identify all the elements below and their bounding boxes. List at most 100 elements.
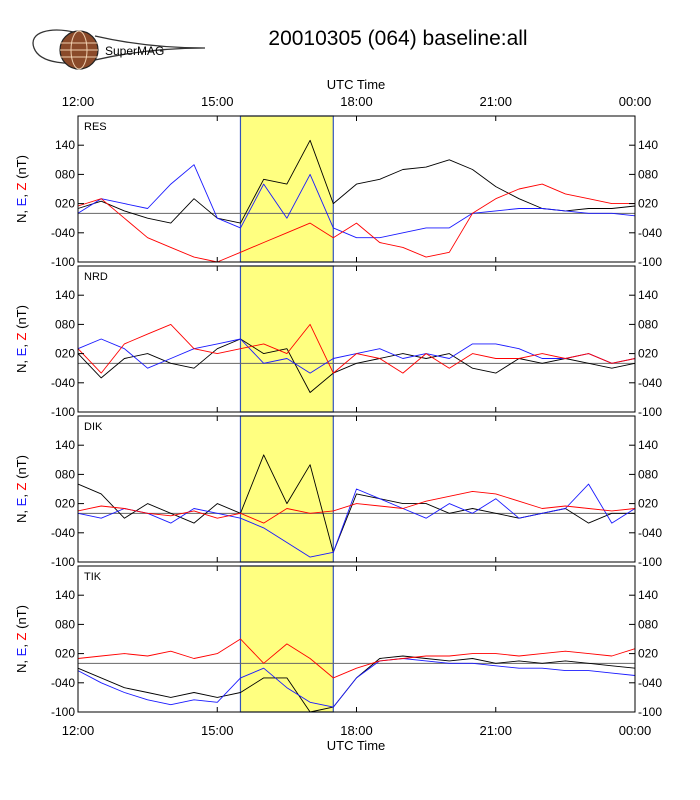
y-tick-label-right: 020	[638, 497, 658, 511]
series-line-n	[77, 338, 636, 393]
y-tick-label-left: -040	[51, 376, 75, 390]
y-axis-label-part: Z	[14, 632, 29, 640]
panel-frame	[77, 565, 636, 713]
y-axis-label-part: E	[14, 197, 29, 206]
x-tick-label-bottom: 00:00	[619, 723, 652, 738]
y-tick-label-left: 080	[55, 617, 75, 631]
y-tick-label-left: 080	[55, 467, 75, 481]
series-line-n	[77, 139, 636, 224]
y-tick-label-right: 140	[638, 438, 658, 452]
x-tick-label-top: 12:00	[62, 94, 95, 109]
x-axis-label-top: UTC Time	[327, 77, 386, 92]
y-tick-label-right: -040	[638, 226, 662, 240]
x-tick-label-top: 15:00	[201, 94, 234, 109]
highlight-band	[239, 115, 334, 263]
y-axis-label-part: ,	[14, 506, 29, 513]
y-axis-label: N, E, Z (nT)	[14, 155, 29, 223]
panel-dik: DIK -100 -100 -040 -040 020 020 080 080 140 140 N, …	[14, 415, 662, 569]
y-tick-label-right: 080	[638, 167, 658, 181]
panel-nrd: NRD -100 -100 -040 -040 020 020 080 080 140 140 N, …	[14, 265, 662, 419]
y-tick-label-right: 140	[638, 138, 658, 152]
highlight-band	[239, 265, 334, 413]
y-tick-label-right: -100	[638, 555, 662, 569]
x-tick-label-bottom: 15:00	[201, 723, 234, 738]
y-tick-label-right: -100	[638, 255, 662, 269]
y-tick-label-left: 140	[55, 438, 75, 452]
x-tick-label-top: 00:00	[619, 94, 652, 109]
y-axis-label-part: N	[14, 214, 29, 223]
series-line-z	[77, 638, 636, 679]
station-label: NRD	[84, 271, 108, 283]
y-axis-label-part: Z	[14, 482, 29, 490]
y-axis-label-part: Z	[14, 332, 29, 340]
x-axis: 12:00 12:00 15:00 15:00 18:00 18:00 21:00 21:00…	[62, 94, 652, 738]
y-tick-label-left: 020	[55, 497, 75, 511]
y-axis-label-part: ,	[14, 490, 29, 497]
y-tick-label-right: 020	[638, 347, 658, 361]
y-tick-label-left: 140	[55, 588, 75, 602]
logo-swoosh	[32, 29, 206, 64]
y-axis-label-part: Z	[14, 182, 29, 190]
y-tick-label-right: 020	[638, 197, 658, 211]
series-line-z	[77, 183, 635, 263]
x-tick-label-top: 18:00	[340, 94, 373, 109]
highlight-band	[239, 565, 334, 713]
y-tick-label-right: -040	[638, 526, 662, 540]
y-axis-label: N, E, Z (nT)	[14, 605, 29, 673]
series-line-z	[77, 490, 636, 524]
y-tick-label-left: 080	[55, 167, 75, 181]
y-tick-label-right: 080	[638, 317, 658, 331]
panel-tik: TIK -100 -100 -040 -040 020 020 080 080 140 140 N, …	[14, 565, 662, 719]
series-line-e	[77, 483, 636, 558]
y-tick-label-right: -100	[638, 705, 662, 719]
y-tick-label-left: -040	[51, 226, 75, 240]
y-axis-label-part: ,	[14, 206, 29, 213]
y-tick-label-right: 140	[638, 588, 658, 602]
y-axis-label-part: (nT)	[14, 455, 29, 482]
y-tick-label-right: -040	[638, 376, 662, 390]
station-label: RES	[84, 121, 107, 133]
chart-title: 20010305 (064) baseline:all	[268, 27, 527, 50]
y-tick-label-left: 020	[55, 197, 75, 211]
y-axis-label-part: E	[14, 497, 29, 506]
station-label: TIK	[84, 571, 102, 583]
y-tick-label-right: 080	[638, 467, 658, 481]
series-line-e	[77, 338, 636, 374]
y-tick-label-left: 140	[55, 138, 75, 152]
y-tick-label-left: -100	[51, 705, 75, 719]
series-line-n	[77, 655, 636, 713]
y-tick-label-left: 020	[55, 347, 75, 361]
y-axis-label: N, E, Z (nT)	[14, 455, 29, 523]
y-axis-label-part: N	[14, 364, 29, 373]
panel-frame	[77, 115, 636, 263]
x-tick-label-bottom: 12:00	[62, 723, 95, 738]
logo-text: SuperMAG	[105, 44, 164, 58]
y-tick-label-left: -100	[51, 405, 75, 419]
y-tick-label-left: 020	[55, 647, 75, 661]
y-axis-label-part: E	[14, 347, 29, 356]
panel-frame	[77, 265, 636, 413]
station-label: DIK	[84, 421, 103, 433]
x-axis-label-bottom: UTC Time	[327, 738, 386, 753]
series-line-e	[77, 164, 636, 239]
y-tick-label-left: 140	[55, 288, 75, 302]
y-axis-label-part: (nT)	[14, 155, 29, 182]
y-tick-label-left: -100	[51, 255, 75, 269]
series-line-z	[77, 323, 636, 374]
y-axis-label-part: (nT)	[14, 605, 29, 632]
y-tick-label-right: 020	[638, 647, 658, 661]
y-tick-label-left: -100	[51, 555, 75, 569]
y-tick-label-left: 080	[55, 317, 75, 331]
highlight-band	[239, 415, 334, 563]
y-tick-label-left: -040	[51, 526, 75, 540]
y-axis-label-part: E	[14, 647, 29, 656]
y-tick-label-right: 140	[638, 288, 658, 302]
y-axis-label-part: ,	[14, 190, 29, 197]
supermag-logo: SuperMAG	[32, 29, 206, 70]
y-tick-label-right: -100	[638, 405, 662, 419]
y-axis-label-part: ,	[14, 656, 29, 663]
y-axis-label-part: ,	[14, 640, 29, 647]
x-tick-label-top: 21:00	[479, 94, 512, 109]
y-axis-label-part: (nT)	[14, 305, 29, 332]
